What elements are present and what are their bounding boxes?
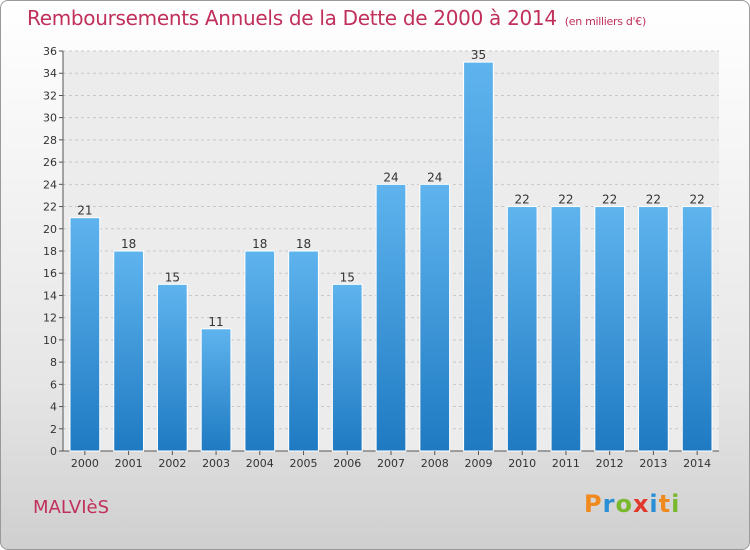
y-tick-label: 10 (43, 334, 57, 347)
x-tick-label: 2009 (464, 457, 492, 470)
chart-title: Remboursements Annuels de la Dette de 20… (27, 6, 646, 30)
bar (331, 283, 363, 452)
data-label: 21 (77, 204, 92, 218)
y-tick-label: 28 (43, 134, 57, 147)
bar (550, 206, 582, 452)
x-tick-label: 2010 (508, 457, 536, 470)
y-tick-label: 26 (43, 156, 57, 169)
data-label: 11 (208, 315, 223, 329)
data-label: 15 (340, 270, 355, 284)
bar (156, 283, 188, 452)
data-label: 18 (121, 237, 136, 251)
unit-label: (en milliers d'€) (564, 15, 646, 28)
logo-letter: r (602, 490, 616, 518)
title-text: Remboursements Annuels de la Dette de 20… (27, 6, 557, 30)
logo-letter: o (615, 490, 633, 518)
bar (419, 183, 451, 452)
bar (69, 217, 101, 452)
y-tick-label: 14 (43, 289, 57, 302)
y-tick-label: 32 (43, 89, 57, 102)
y-tick-label: 8 (50, 356, 57, 369)
bar (244, 250, 276, 452)
data-label: 22 (602, 193, 617, 207)
y-tick-label: 30 (43, 112, 57, 125)
data-label: 22 (646, 193, 661, 207)
y-tick-label: 4 (50, 401, 57, 414)
data-label: 22 (515, 193, 530, 207)
x-tick-label: 2012 (596, 457, 624, 470)
x-tick-label: 2007 (377, 457, 405, 470)
data-label: 35 (471, 48, 486, 62)
bar (113, 250, 144, 452)
bar (463, 61, 494, 452)
bar (594, 206, 626, 452)
logo-letter: i (649, 490, 659, 518)
y-tick-label: 12 (43, 312, 57, 325)
data-label: 24 (383, 170, 398, 184)
x-tick-label: 2003 (202, 457, 230, 470)
data-label: 22 (558, 193, 573, 207)
x-tick-label: 2011 (552, 457, 580, 470)
proxiti-logo: Proxiti (584, 490, 680, 518)
logo-letter: x (632, 490, 650, 518)
x-tick-label: 2005 (290, 457, 318, 470)
bar (288, 250, 319, 452)
bar (506, 206, 538, 452)
x-tick-label: 2002 (158, 457, 186, 470)
data-label: 15 (165, 270, 180, 284)
x-tick-label: 2001 (115, 457, 143, 470)
y-tick-label: 24 (43, 178, 57, 191)
x-tick-label: 2014 (683, 457, 711, 470)
logo-letter: t (658, 490, 672, 518)
commune-name: MALVIèS (33, 497, 110, 518)
logo-letter: P (584, 490, 603, 518)
bar (200, 328, 232, 452)
y-tick-label: 20 (43, 223, 57, 236)
y-tick-label: 36 (43, 45, 57, 58)
y-tick-label: 18 (43, 245, 57, 258)
x-tick-label: 2004 (246, 457, 274, 470)
data-label: 18 (296, 237, 311, 251)
x-tick-label: 2000 (71, 457, 99, 470)
y-tick-label: 34 (43, 67, 57, 80)
data-label: 24 (427, 170, 442, 184)
data-label: 18 (252, 237, 267, 251)
bar (375, 183, 407, 452)
x-tick-label: 2008 (421, 457, 449, 470)
logo-letter: i (671, 490, 681, 518)
data-label: 22 (689, 193, 704, 207)
bar (638, 206, 669, 452)
x-tick-label: 2006 (333, 457, 361, 470)
bar (681, 206, 713, 452)
y-tick-label: 22 (43, 201, 57, 214)
y-tick-label: 16 (43, 267, 57, 280)
y-tick-label: 0 (50, 445, 57, 458)
x-tick-label: 2013 (639, 457, 667, 470)
y-tick-label: 2 (50, 423, 57, 436)
y-tick-label: 6 (50, 378, 57, 391)
